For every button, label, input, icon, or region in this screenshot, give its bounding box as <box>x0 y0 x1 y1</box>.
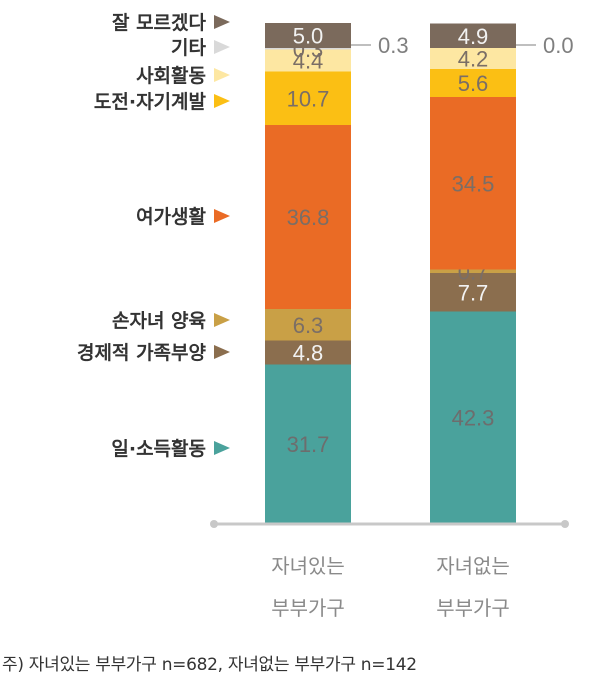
data-label: 4.4 <box>293 49 324 74</box>
bar-segment <box>265 340 351 365</box>
bar-segment <box>265 71 351 125</box>
data-label: 4.9 <box>458 24 489 49</box>
legend-marker <box>214 441 230 455</box>
bar-segment <box>265 49 351 72</box>
legend-marker <box>214 209 230 223</box>
bar-segment <box>430 269 516 273</box>
legend-marker <box>214 68 230 82</box>
legend-label: 기타 <box>171 37 206 59</box>
legend-marker <box>214 345 230 359</box>
legend-label: 손자녀 양육 <box>112 310 206 332</box>
data-label: 6.3 <box>293 313 324 338</box>
bar-segment <box>265 23 351 48</box>
category-label: 자녀있는 <box>271 554 345 578</box>
data-label: 5.0 <box>293 24 324 49</box>
data-label: 34.5 <box>452 171 495 196</box>
category-label: 부부가구 <box>436 596 510 620</box>
callout-layer: 0.3 0.0 <box>351 33 574 58</box>
data-label: 42.3 <box>452 405 495 430</box>
axis-end-dot <box>561 520 569 528</box>
bars-layer: 31.74.86.336.810.74.40.35.042.37.70.734.… <box>265 23 516 523</box>
category-label: 자녀없는 <box>436 554 510 578</box>
bar-segment <box>265 309 351 341</box>
callout-label: 0.0 <box>543 33 574 58</box>
data-label: 4.8 <box>293 341 324 366</box>
legend-marker <box>214 313 230 327</box>
bar-segment <box>430 311 516 523</box>
legend-label: 사회활동 <box>136 65 206 87</box>
bar-segment <box>265 48 351 50</box>
category-label: 부부가구 <box>271 596 345 620</box>
bar-segment <box>430 69 516 97</box>
legend-label: 여가생활 <box>136 206 206 228</box>
data-label: 7.7 <box>458 280 489 305</box>
legend-marker <box>214 94 230 108</box>
legend-label: 경제적 가족부양 <box>77 342 206 364</box>
x-axis <box>210 520 569 528</box>
legend-label: 일·소득활동 <box>111 438 206 460</box>
data-label: 31.7 <box>287 432 330 457</box>
data-label: 4.2 <box>458 47 489 72</box>
bar-segment <box>265 125 351 309</box>
footnote: 주) 자녀있는 부부가구 n=682, 자녀없는 부부가구 n=142 <box>2 655 417 675</box>
axis-end-dot <box>210 520 218 528</box>
data-label: 10.7 <box>287 86 330 111</box>
data-label: 36.8 <box>287 205 330 230</box>
legend-marker <box>214 15 230 29</box>
bar-segment <box>430 23 516 48</box>
bar-segment <box>265 364 351 523</box>
bar-segment <box>430 273 516 312</box>
bar-segment <box>430 97 516 270</box>
callout-label: 0.3 <box>378 33 409 58</box>
data-label: 5.6 <box>458 71 489 96</box>
legend-label: 도전·자기계발 <box>94 91 207 113</box>
legend-layer: 일·소득활동 경제적 가족부양 손자녀 양육 여가생활 도전·자기계발 사회활동 기타 잘 모… <box>77 12 230 460</box>
legend-label: 잘 모르겠다 <box>112 12 207 34</box>
bar-segment <box>430 48 516 69</box>
legend-marker <box>214 40 230 54</box>
